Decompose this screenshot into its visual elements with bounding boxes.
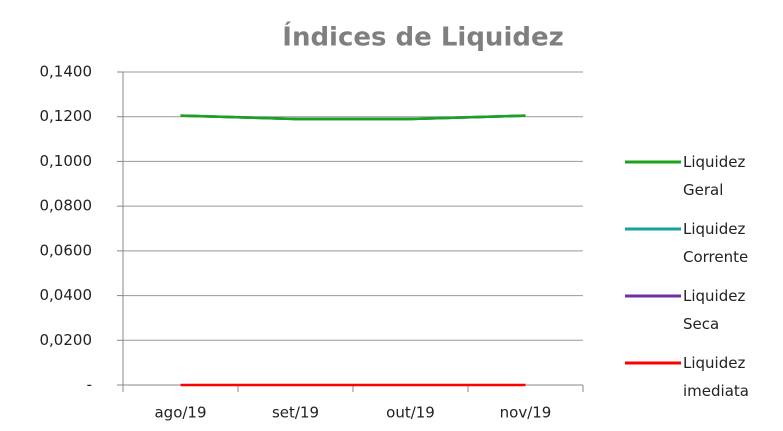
y-tick-label: 0,0200 — [40, 331, 93, 349]
legend-label: Liquidez imediata — [683, 354, 749, 400]
y-tick-label: 0,1400 — [40, 63, 93, 81]
series-line — [180, 114, 526, 121]
legend-label: Liquidez Geral — [683, 153, 746, 199]
y-tick-label: - — [87, 376, 92, 394]
y-tick-label: 0,1000 — [40, 152, 93, 170]
x-tick-label: out/19 — [386, 404, 435, 422]
y-tick-label: 0,1200 — [40, 107, 93, 125]
x-tick-label: nov/19 — [500, 404, 552, 422]
x-tick-label: ago/19 — [154, 404, 206, 422]
chart-title: Índices de Liquidez — [282, 21, 563, 53]
y-tick-label: 0,0800 — [40, 197, 93, 215]
y-tick-label: 0,0400 — [40, 286, 93, 304]
y-tick-label: 0,0600 — [40, 241, 93, 259]
legend-label: Liquidez Corrente — [683, 220, 749, 266]
x-tick-label: set/19 — [272, 404, 319, 422]
legend-label: Liquidez Seca — [683, 287, 746, 333]
